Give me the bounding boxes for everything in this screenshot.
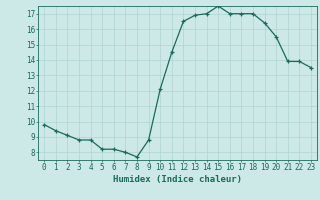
- X-axis label: Humidex (Indice chaleur): Humidex (Indice chaleur): [113, 175, 242, 184]
